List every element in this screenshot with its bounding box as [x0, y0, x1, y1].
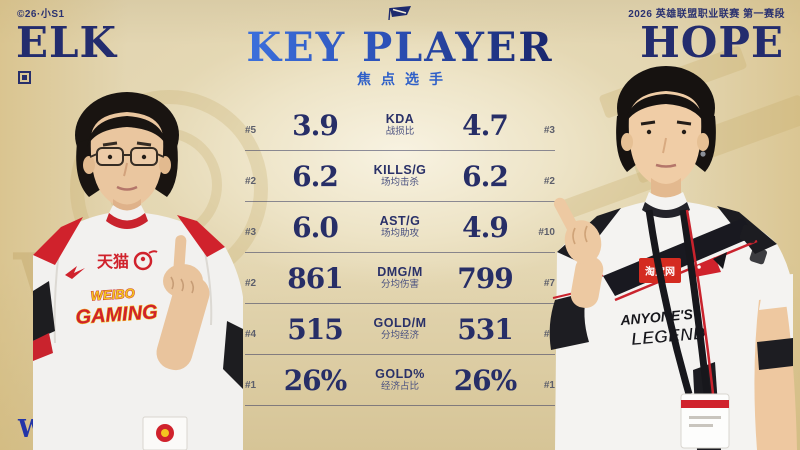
stat-label-en: GOLD% [375, 367, 425, 382]
weibo-eye-logo-icon [133, 250, 158, 271]
left-value: 861 [287, 261, 343, 295]
right-player-arm [754, 296, 797, 450]
left-player-pointing-hand [156, 235, 210, 371]
stat-label-cn: 场均击杀 [380, 176, 419, 188]
left-jersey-team-line1: WEIBO [90, 285, 135, 303]
al-fish-logo-icon [691, 252, 727, 277]
stat-label-en: GOLD/M [373, 316, 427, 331]
right-value: 6.2 [462, 159, 509, 193]
stat-label-cn: 分均经济 [380, 329, 419, 341]
left-rank: #1 [245, 379, 257, 391]
stat-label: GOLD/M 分均经济 [355, 316, 445, 341]
left-value: 6.0 [292, 210, 339, 244]
left-player-face [90, 112, 164, 209]
stat-label-en: DMG/M [377, 265, 423, 280]
right-rank: #7 [543, 277, 555, 289]
right-player-jersey [555, 192, 793, 450]
right-player-name: HOPE [640, 18, 784, 67]
lpl-flag-icon [387, 5, 413, 26]
stat-row-gold-per-min: #4 515 GOLD/M 分均经济 531 #1 [245, 304, 555, 355]
left-value: 6.2 [292, 159, 339, 193]
stat-label: DMG/M 分均伤害 [355, 265, 445, 290]
lining-logo-icon [65, 266, 85, 279]
stat-label: GOLD% 经济占比 [355, 367, 445, 392]
stats-comparison-table: #5 3.9 KDA 战损比 4.7 #3 #2 6.2 KILLS/G 场均击… [245, 100, 555, 406]
right-player-photo: 淘宝网 ANYONE'S LEGEND [549, 66, 797, 450]
stat-label-en: AST/G [379, 214, 421, 229]
right-rank: #1 [543, 328, 555, 340]
right-rank: #2 [543, 175, 555, 187]
left-value: 515 [287, 312, 343, 346]
stat-label: KDA 战损比 [355, 112, 445, 137]
stat-label: AST/G 场均助攻 [355, 214, 445, 239]
shoulder-calligraphy-mark [739, 224, 767, 265]
right-rank: #3 [543, 124, 555, 136]
stat-label-en: KDA [385, 112, 415, 127]
right-value: 26% [453, 363, 518, 397]
league-tag: 2026 英雄联盟职业联赛 第一赛段 [628, 9, 785, 20]
stat-label-cn: 分均伤害 [380, 278, 419, 290]
left-rank: #2 [245, 277, 257, 289]
left-rank: #3 [245, 226, 257, 238]
left-rank: #2 [245, 175, 257, 187]
stat-row-kills: #2 6.2 KILLS/G 场均击杀 6.2 #2 [245, 151, 555, 202]
left-value: 26% [283, 363, 348, 397]
stat-row-kda: #5 3.9 KDA 战损比 4.7 #3 [245, 100, 555, 151]
right-rank: #1 [543, 379, 555, 391]
right-value: 4.9 [462, 210, 509, 244]
stat-row-damage: #2 861 DMG/M 分均伤害 799 #7 [245, 253, 555, 304]
stat-label-cn: 经济占比 [380, 380, 419, 392]
season-tag: ©26·小S1 [17, 9, 65, 20]
right-value: 531 [457, 312, 513, 346]
left-player-glasses-icon [89, 141, 165, 166]
stat-label: KILLS/G 场均击杀 [355, 163, 445, 188]
page-title: KEY PLAYER [246, 24, 554, 71]
square-glyph-icon [18, 71, 31, 84]
stat-row-gold-share: #1 26% GOLD% 经济占比 26% #1 [245, 355, 555, 406]
left-player-photo: 天猫 WEIBO GAMING [33, 92, 243, 450]
left-jersey-sponsor: 天猫 [97, 252, 129, 271]
right-rank: #10 [538, 226, 555, 238]
stat-label-cn: 战损比 [385, 125, 415, 137]
right-player-thumb-hand [553, 197, 604, 308]
stat-row-assists: #3 6.0 AST/G 场均助攻 4.9 #10 [245, 202, 555, 253]
stat-label-cn: 场均助攻 [380, 227, 419, 239]
badge-card [680, 393, 730, 449]
left-player-badge [142, 416, 188, 450]
left-rank: #5 [245, 124, 257, 136]
page-subtitle: 焦点选手 [357, 71, 453, 87]
right-value: 4.7 [462, 108, 509, 142]
lanyard [645, 209, 715, 395]
right-value: 799 [457, 261, 513, 295]
left-rank: #4 [245, 328, 257, 340]
right-jersey-team-line1: ANYONE'S [619, 306, 694, 328]
earring-icon [700, 151, 706, 157]
left-value: 3.9 [292, 108, 339, 142]
left-player-name: ELK [16, 18, 118, 67]
stat-label-en: KILLS/G [373, 163, 427, 178]
